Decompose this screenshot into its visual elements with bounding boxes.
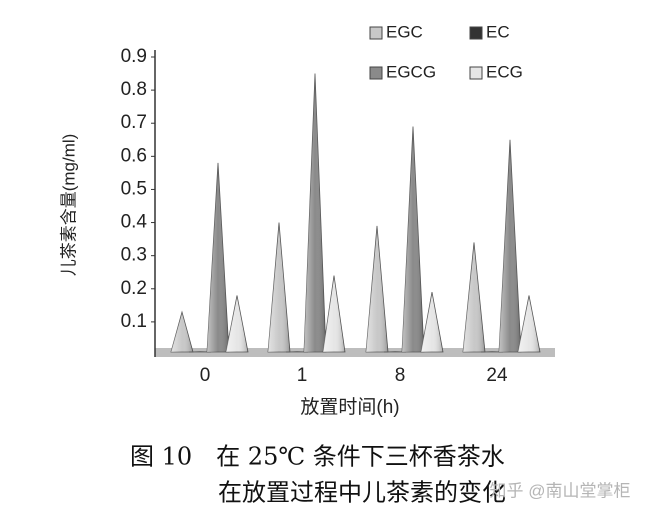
y-tick-label: 0.6 bbox=[121, 145, 147, 166]
caption: 在放置过程中儿茶素的变化 bbox=[218, 479, 506, 507]
watermark: 知乎 @南山堂掌柜 bbox=[490, 481, 631, 500]
y-tick-label: 0.2 bbox=[121, 278, 147, 299]
y-axis-label: 儿茶素含量(mg/ml) bbox=[59, 134, 78, 277]
x-tick-label: 0 bbox=[200, 365, 211, 386]
cone-shade bbox=[366, 225, 388, 352]
cone-shade bbox=[304, 73, 326, 353]
legend-label: ECG bbox=[486, 62, 523, 81]
x-tick-label: 8 bbox=[395, 365, 406, 386]
cone-shade bbox=[402, 126, 424, 353]
cone-shade bbox=[207, 162, 229, 352]
floor bbox=[155, 348, 555, 357]
cone-shade bbox=[518, 295, 540, 352]
caption: 图 10 在 25℃ 条件下三杯香茶水 bbox=[130, 443, 505, 471]
y-tick-label: 0.5 bbox=[121, 178, 147, 199]
legend-label: EGC bbox=[386, 22, 423, 41]
cone-shade bbox=[226, 295, 248, 352]
legend-swatch bbox=[369, 26, 383, 40]
x-tick-label: 1 bbox=[297, 365, 308, 386]
legend-swatch bbox=[469, 26, 483, 40]
cone-shade bbox=[268, 222, 290, 352]
y-tick-label: 0.7 bbox=[121, 112, 147, 133]
legend-label: EGCG bbox=[386, 62, 436, 81]
x-tick-label: 24 bbox=[486, 365, 508, 386]
cone-shade bbox=[323, 275, 345, 352]
legend-label: EC bbox=[486, 22, 510, 41]
cone-shade bbox=[421, 292, 443, 352]
legend-swatch bbox=[369, 66, 383, 80]
legend-swatch bbox=[469, 66, 483, 80]
cone-shade bbox=[463, 242, 485, 352]
y-tick-label: 0.9 bbox=[121, 46, 147, 67]
cone-shade bbox=[171, 311, 193, 352]
x-axis-label: 放置时间(h) bbox=[300, 396, 399, 418]
y-tick-label: 0.1 bbox=[121, 311, 147, 332]
y-tick-label: 0.4 bbox=[121, 212, 148, 233]
cone-shade bbox=[499, 139, 521, 352]
y-tick-label: 0.8 bbox=[121, 79, 147, 100]
y-tick-label: 0.3 bbox=[121, 245, 147, 266]
